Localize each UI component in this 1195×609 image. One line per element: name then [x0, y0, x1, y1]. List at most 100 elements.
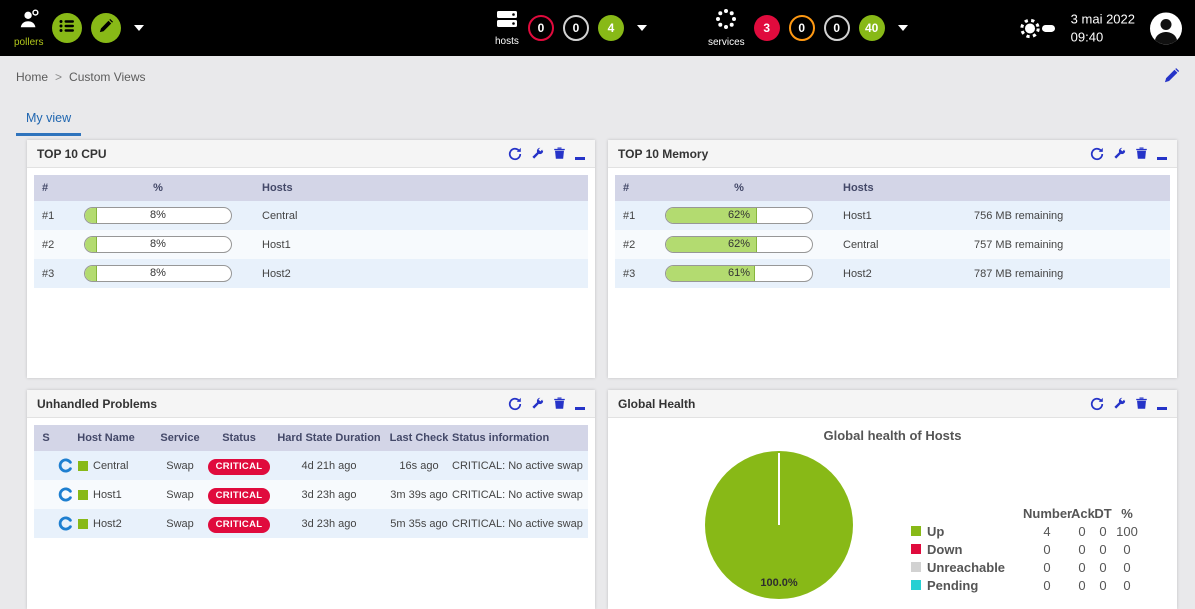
hosts-menu[interactable]: hosts: [495, 9, 519, 47]
legend-dt: 0: [1099, 577, 1107, 593]
usage-percent: 8%: [150, 238, 166, 250]
centreon-icon[interactable]: [58, 458, 73, 473]
host-name[interactable]: Host2: [93, 517, 122, 530]
wrench-icon[interactable]: [1113, 147, 1126, 160]
settings-toggle-icon[interactable]: [1019, 17, 1057, 39]
host-cell: Host1: [262, 238, 291, 251]
services-ok-badge[interactable]: 40: [858, 15, 885, 41]
cpu-table: # % Hosts #1 8% Central #2 8% Host1 #3 8…: [34, 175, 588, 288]
service-cell[interactable]: Swap: [166, 488, 194, 501]
centreon-icon[interactable]: [58, 487, 73, 502]
host-name[interactable]: Central: [93, 459, 129, 472]
status-info-cell: CRITICAL: No active swap: [452, 459, 583, 472]
legend-number: 0: [1043, 541, 1051, 557]
wrench-icon[interactable]: [531, 397, 544, 410]
legend-dt: 0: [1099, 541, 1107, 557]
refresh-icon[interactable]: [1090, 397, 1104, 411]
legend-label: Down: [927, 541, 963, 557]
top-nav-bar: pollers hosts 0 0 4: [0, 0, 1195, 56]
legend-swatch-pending: [911, 580, 921, 590]
hosts-up-badge[interactable]: 4: [597, 15, 624, 41]
pollers-label: pollers: [14, 37, 44, 48]
trash-icon[interactable]: [1135, 397, 1148, 410]
status-info-cell: CRITICAL: No active swap: [452, 488, 583, 501]
hosts-down-badge[interactable]: 0: [527, 15, 554, 41]
memory-table: # % Hosts #1 62% Host1 756 MB remaining …: [615, 175, 1170, 288]
chevron-down-icon[interactable]: [636, 25, 647, 31]
refresh-icon[interactable]: [508, 397, 522, 411]
table-row[interactable]: #2 8% Host1: [34, 230, 588, 259]
duration-cell: 4d 21h ago: [301, 459, 357, 472]
table-row[interactable]: #3 8% Host2: [34, 259, 588, 288]
services-warning-badge[interactable]: 0: [788, 15, 815, 41]
table-row[interactable]: #2 62% Central 757 MB remaining: [615, 230, 1170, 259]
legend-pct: 0: [1123, 559, 1131, 575]
legend-ack: 0: [1078, 559, 1086, 575]
table-row[interactable]: #1 8% Central: [34, 201, 588, 230]
table-row[interactable]: #3 61% Host2 787 MB remaining: [615, 259, 1170, 288]
pollers-menu[interactable]: pollers: [14, 8, 43, 48]
minimize-icon[interactable]: [1157, 148, 1167, 160]
table-row[interactable]: Central Swap CRITICAL 4d 21h ago 16s ago…: [34, 451, 588, 480]
services-menu[interactable]: services: [708, 8, 745, 48]
date-text: 3 mai 2022: [1070, 11, 1135, 27]
dashboard-grid: TOP 10 CPU # % Hosts #1 8% Central #2 8%: [27, 140, 1177, 609]
host-name[interactable]: Host1: [93, 488, 122, 501]
status-badge: CRITICAL: [207, 516, 271, 533]
usage-percent: 8%: [150, 209, 166, 221]
column-header: Status information: [452, 432, 550, 444]
pencil-icon: [1164, 68, 1180, 86]
legend-pct: 0: [1123, 541, 1131, 557]
cpu-usage-bar: 8%: [84, 265, 232, 282]
refresh-icon[interactable]: [508, 147, 522, 161]
poller-list-button[interactable]: [52, 13, 83, 43]
legend-ack: 0: [1078, 577, 1086, 593]
table-row[interactable]: Host2 Swap CRITICAL 3d 23h ago 5m 35s ag…: [34, 509, 588, 538]
centreon-icon[interactable]: [58, 516, 73, 531]
poller-icon: [18, 8, 40, 35]
chevron-down-icon[interactable]: [134, 25, 145, 31]
column-header: #: [42, 182, 49, 194]
table-row[interactable]: Host1 Swap CRITICAL 3d 23h ago 3m 39s ag…: [34, 480, 588, 509]
datetime-display: 3 mai 2022 09:40: [1071, 10, 1135, 45]
legend-label: Unreachable: [927, 559, 1006, 575]
usage-percent: 62%: [727, 238, 751, 250]
pie-chart[interactable]: 100.0%: [705, 451, 853, 599]
pencil-icon: [99, 18, 114, 38]
legend-swatch-down: [911, 544, 921, 554]
services-unknown-badge[interactable]: 0: [823, 15, 850, 41]
minimize-icon[interactable]: [1157, 398, 1167, 410]
legend-number: 4: [1043, 523, 1051, 539]
wrench-icon[interactable]: [1113, 397, 1126, 410]
wrench-icon[interactable]: [531, 147, 544, 160]
host-cell: Host2: [843, 267, 872, 280]
remaining-cell: 756 MB remaining: [974, 209, 1064, 222]
column-header: #: [623, 182, 630, 194]
trash-icon[interactable]: [553, 397, 566, 410]
breadcrumb: Home > Custom Views: [0, 56, 1195, 98]
trash-icon[interactable]: [553, 147, 566, 160]
host-up-square: [78, 518, 88, 529]
edit-view-button[interactable]: [1164, 68, 1180, 86]
minimize-icon[interactable]: [575, 148, 585, 160]
remaining-cell: 787 MB remaining: [974, 267, 1064, 280]
services-critical-badge[interactable]: 3: [753, 15, 780, 41]
service-cell[interactable]: Swap: [166, 517, 194, 530]
legend-header: Ack: [1071, 505, 1095, 521]
minimize-icon[interactable]: [575, 398, 585, 410]
breadcrumb-current[interactable]: Custom Views: [69, 70, 146, 84]
hosts-unreachable-badge[interactable]: 0: [562, 15, 589, 41]
breadcrumb-home[interactable]: Home: [16, 70, 49, 84]
table-row[interactable]: #1 62% Host1 756 MB remaining: [615, 201, 1170, 230]
user-avatar[interactable]: [1149, 11, 1183, 45]
chevron-down-icon[interactable]: [897, 25, 908, 31]
rank-cell: #1: [42, 209, 55, 222]
poller-config-button[interactable]: [91, 13, 122, 43]
memory-usage-bar: 62%: [665, 207, 813, 224]
legend-pct: 100: [1116, 523, 1138, 539]
duration-cell: 3d 23h ago: [301, 517, 357, 530]
tab-my-view[interactable]: My view: [16, 104, 82, 136]
refresh-icon[interactable]: [1090, 147, 1104, 161]
service-cell[interactable]: Swap: [166, 459, 194, 472]
trash-icon[interactable]: [1135, 147, 1148, 160]
